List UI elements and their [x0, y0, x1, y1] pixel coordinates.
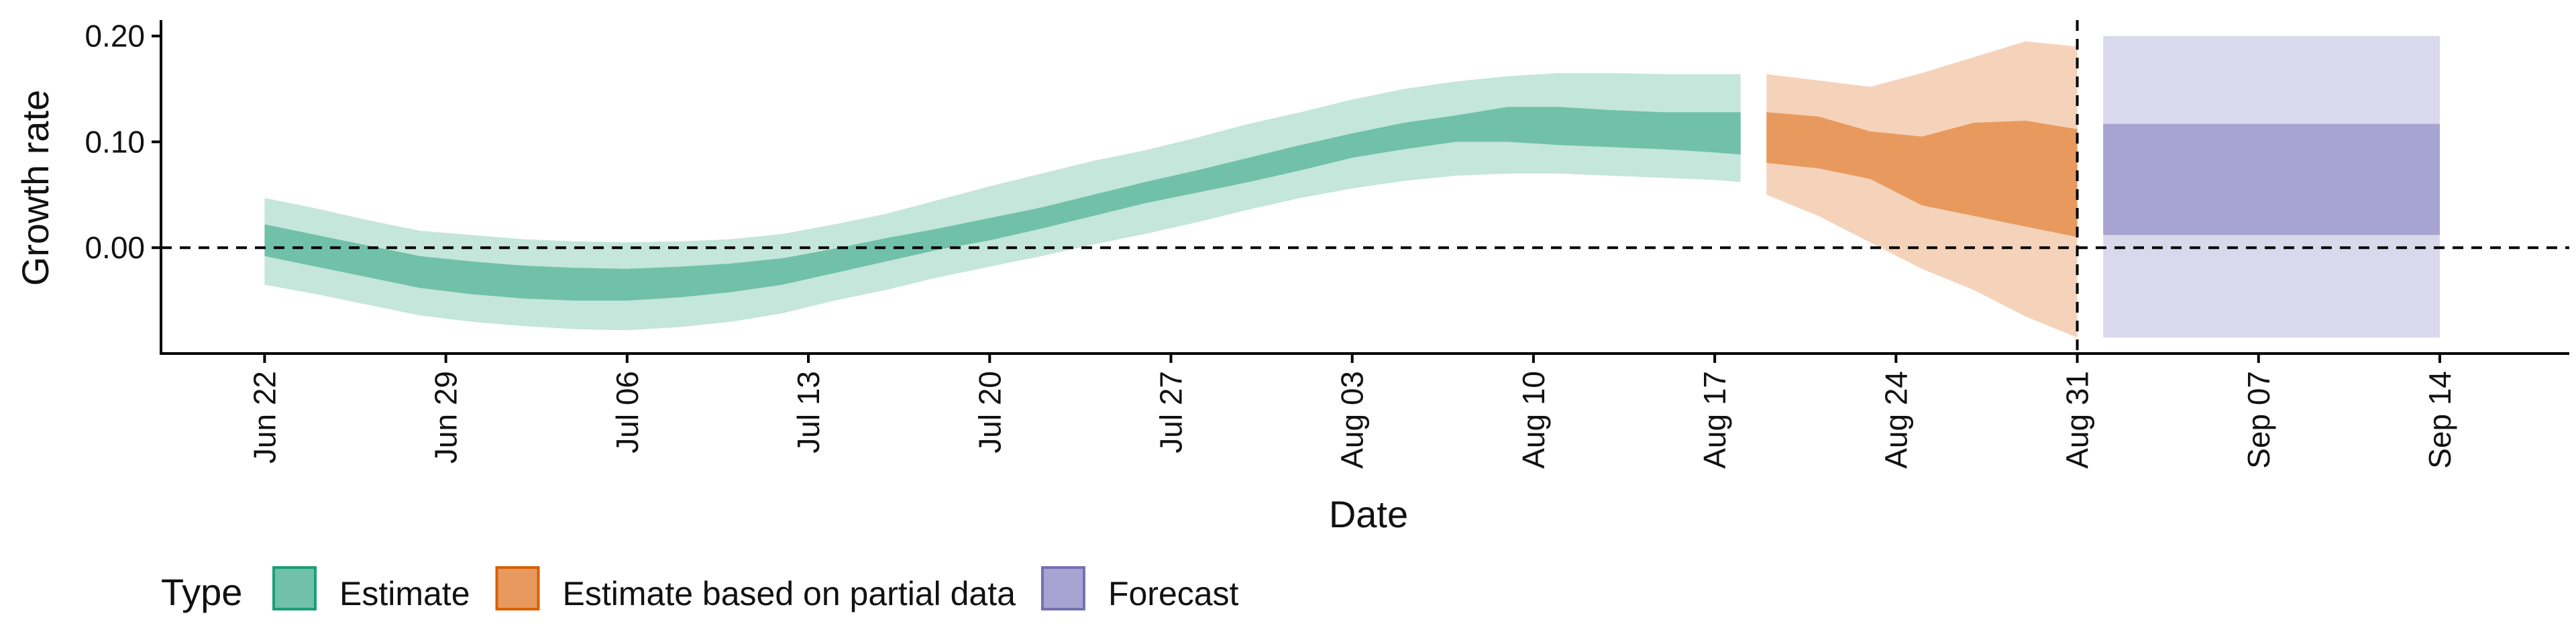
series-1-inner-band — [1766, 112, 2078, 237]
x-tick-label-3: Jul 13 — [791, 371, 826, 453]
x-tick-label-5: Jul 27 — [1153, 371, 1188, 453]
x-tick-label-12: Sep 14 — [2422, 371, 2457, 469]
legend-key-0 — [272, 566, 317, 610]
x-tick-label-11: Sep 07 — [2241, 371, 2276, 469]
x-tick-label-7: Aug 10 — [1516, 371, 1551, 469]
axes: 0.00 0.10 0.20 Jun 22 Jun 29 Jul 06 Jul 13 Jul … — [85, 19, 2569, 469]
x-axis-title: Date — [1329, 493, 1408, 535]
legend-label-1: Estimate based on partial data — [563, 575, 1016, 612]
x-tick-label-1: Jun 29 — [429, 371, 464, 464]
x-tick-label-6: Aug 03 — [1335, 371, 1370, 469]
legend-label-2: Forecast — [1108, 575, 1239, 612]
x-tick-label-10: Aug 31 — [2060, 371, 2095, 469]
legend-key-1 — [495, 566, 540, 610]
y-tick-label-1: 0.10 — [85, 124, 145, 159]
band-layer — [264, 36, 2440, 338]
x-tick-label-9: Aug 24 — [1878, 371, 1913, 469]
x-tick-label-0: Jun 22 — [247, 371, 282, 464]
y-axis-title: Growth rate — [14, 90, 56, 286]
legend-label-0: Estimate — [339, 575, 470, 612]
series-0 — [264, 72, 1741, 331]
legend: Type Estimate Estimate based on partial da… — [161, 566, 1239, 613]
y-tick-label-2: 0.20 — [85, 19, 145, 54]
series-0-inner-band — [264, 107, 1741, 301]
series-2 — [2103, 36, 2440, 338]
series-2-inner-band — [2103, 123, 2440, 235]
x-tick-label-8: Aug 17 — [1697, 371, 1732, 469]
y-tick-label-0: 0.00 — [85, 230, 145, 265]
series-1 — [1766, 41, 2078, 338]
legend-key-2 — [1040, 566, 1085, 610]
x-tick-label-2: Jul 06 — [610, 371, 645, 453]
legend-title: Type — [161, 571, 242, 613]
x-tick-label-4: Jul 20 — [972, 371, 1007, 453]
reference-lines — [161, 20, 2569, 354]
